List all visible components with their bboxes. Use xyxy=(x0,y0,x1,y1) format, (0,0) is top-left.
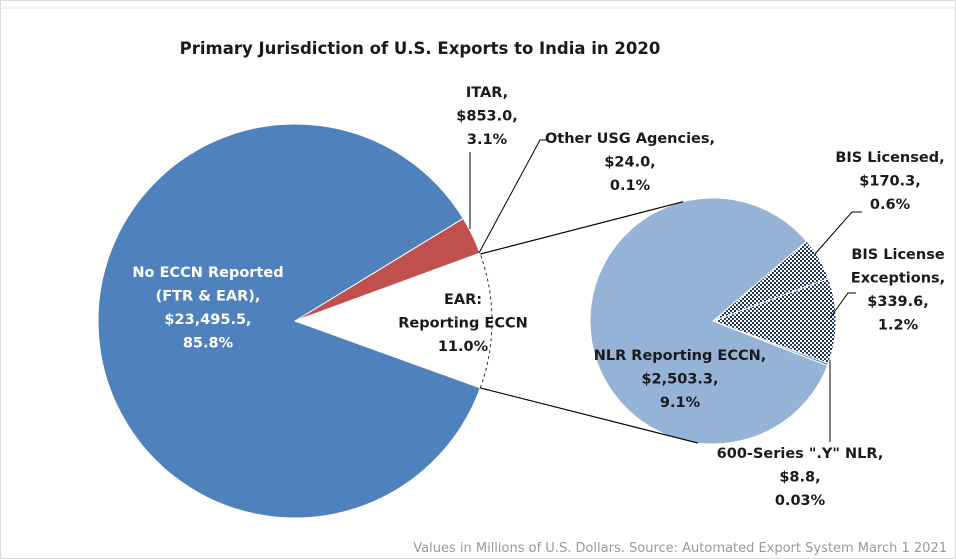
data-label-line: 11.0% xyxy=(438,339,489,355)
data-label-line: No ECCN Reported xyxy=(132,265,283,281)
data-label-line: $8.8, xyxy=(779,470,820,486)
chart-title: Primary Jurisdiction of U.S. Exports to … xyxy=(180,39,661,58)
data-label-line: ITAR, xyxy=(466,85,508,101)
data-label-line: 1.2% xyxy=(878,318,919,334)
data-label-line: $2,503.3, xyxy=(641,372,718,388)
data-label: Other USG Agencies, $24.0, 0.1% xyxy=(545,131,715,194)
data-label-line: Other USG Agencies, xyxy=(545,131,715,147)
data-label-line: 85.8% xyxy=(183,336,234,352)
data-label-line: 3.1% xyxy=(467,132,508,148)
data-label-line: 0.03% xyxy=(775,493,826,509)
leader-line xyxy=(829,292,856,319)
data-label-line: Exceptions, xyxy=(851,271,945,287)
data-label-line: $853.0, xyxy=(456,109,517,125)
connector xyxy=(480,201,684,255)
data-label-line: (FTR & EAR), xyxy=(156,289,261,305)
ear-arc xyxy=(479,253,493,389)
data-label-line: 0.6% xyxy=(870,197,911,213)
connector xyxy=(480,387,699,444)
data-label-line: BIS License xyxy=(851,247,945,263)
data-label: 600-Series ".Y" NLR, $8.8, 0.03% xyxy=(717,446,884,509)
pie-slice xyxy=(97,123,481,519)
data-label-line: 0.1% xyxy=(610,178,651,194)
data-label-line: NLR Reporting ECCN, xyxy=(594,348,767,364)
data-label: BIS License Exceptions, $339.6, 1.2% xyxy=(851,247,945,334)
data-label: ITAR, $853.0, 3.1% xyxy=(456,85,517,148)
data-label: BIS Licensed, $170.3, 0.6% xyxy=(835,150,944,213)
leader-line xyxy=(814,211,862,255)
data-label-line: $170.3, xyxy=(859,174,920,190)
data-label-line: $23,495.5, xyxy=(164,312,251,328)
data-label: NLR Reporting ECCN, $2,503.3, 9.1% xyxy=(594,348,767,411)
data-label: No ECCN Reported (FTR & EAR), $23,495.5, 85… xyxy=(132,265,283,352)
pie-slice xyxy=(711,277,837,365)
data-label-line: BIS Licensed, xyxy=(835,150,944,166)
footnote: Values in Millions of U.S. Dollars. Sour… xyxy=(413,541,947,556)
data-label-line: EAR: xyxy=(444,292,482,308)
data-label-line: 9.1% xyxy=(660,395,701,411)
data-label-line: 600-Series ".Y" NLR, xyxy=(717,446,884,462)
pie-slice xyxy=(712,320,830,367)
leader-line xyxy=(478,139,548,254)
data-label-line: Reporting ECCN xyxy=(398,316,527,332)
data-label-line: $24.0, xyxy=(604,155,655,171)
pie-slice xyxy=(589,197,829,445)
data-label-line: $339.6, xyxy=(867,294,928,310)
data-label: EAR: Reporting ECCN 11.0% xyxy=(398,292,527,355)
